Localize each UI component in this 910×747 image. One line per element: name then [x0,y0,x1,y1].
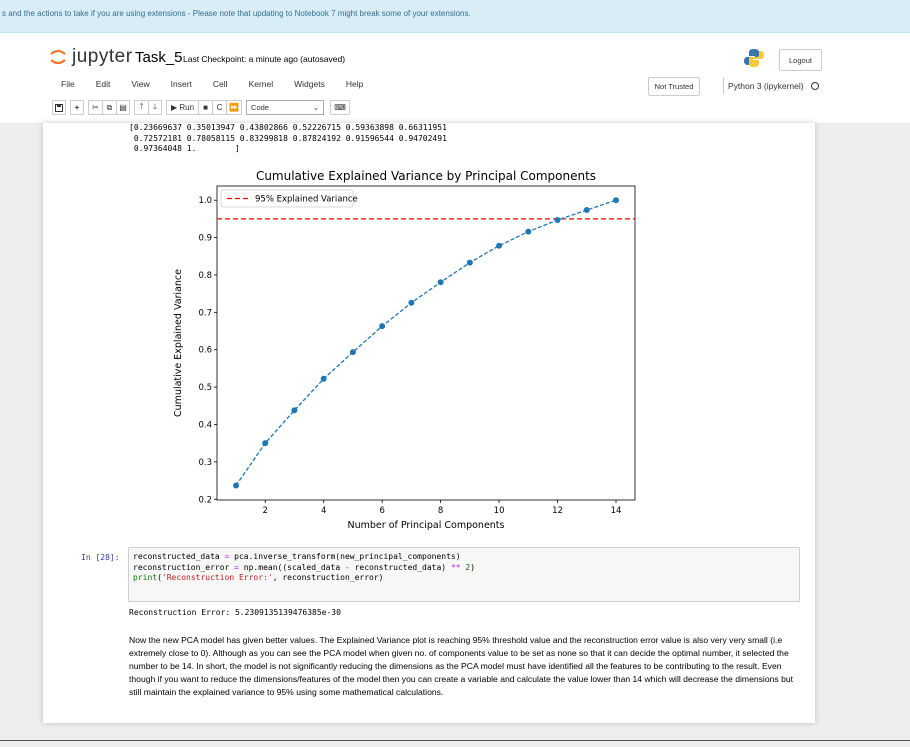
menu-insert[interactable]: Insert [170,79,192,89]
chevron-down-icon: ⌄ [312,103,320,112]
x-tick-label: 10 [494,506,505,516]
keyboard-icon[interactable]: ⌨ [330,100,351,115]
code-token: ** [450,562,461,572]
data-point [408,299,415,306]
y-tick-label: 0.6 [198,346,212,356]
paste-icon[interactable]: ▤ [116,100,130,115]
menu-help[interactable]: Help [345,79,364,89]
explained-variance-chart: Cumulative Explained Variance by Princip… [173,169,636,531]
y-axis-label: Cumulative Explained Variance [173,269,184,417]
python-logo-icon [744,48,764,73]
jupyter-logo[interactable]: jupyter [48,46,133,68]
code-token: - [344,562,350,572]
x-tick-label: 2 [263,506,268,516]
kernel-name: Python 3 (ipykernel) [728,80,804,91]
legend-label: 95% Explained Variance [255,195,358,205]
menu-edit[interactable]: Edit [95,79,111,89]
chart-title: Cumulative Explained Variance by Princip… [256,169,596,183]
cell-prompt: In [28]: [81,553,120,562]
code-token: = [224,552,230,561]
x-tick-label: 8 [438,506,443,516]
code-token: print [133,573,158,582]
jupyter-logo-icon [50,49,66,65]
plot-frame [216,185,636,501]
code-token: , reconstruction_error) [272,573,384,582]
data-point [291,407,298,414]
y-tick-label: 0.4 [198,420,212,430]
kernel-status-icon [810,81,819,90]
code-token: 'Reconstruction Error:' [161,573,273,582]
restart-icon[interactable]: C [212,100,227,115]
code-token: pca.inverse_transform(new_principal_comp… [229,552,461,561]
code-token: ) [470,562,476,572]
data-point [320,375,327,382]
kernel-indicator[interactable]: Python 3 (ipykernel) [723,77,819,94]
y-tick-label: 0.9 [198,234,212,244]
menu-view[interactable]: View [131,79,150,89]
x-tick-label: 6 [379,506,384,516]
x-tick-label: 12 [552,506,563,516]
save-icon[interactable] [52,100,66,115]
code-token: np.mean((scaled_data [238,562,345,572]
data-point [233,482,239,489]
copy-icon[interactable]: ⧉ [102,100,116,115]
code-token: reconstruction_error [133,562,235,572]
y-tick-label: 0.7 [198,308,212,318]
x-tick-label: 14 [611,506,622,516]
move-down-icon[interactable]: 🡓 [148,100,162,115]
reconstruction-output: Reconstruction Error: 5.2309135139476385… [129,608,341,617]
logout-button[interactable]: Logout [779,49,822,71]
code-token: ( [157,573,162,582]
not-trusted-button[interactable]: Not Trusted [648,77,700,96]
y-tick-label: 0.2 [198,495,212,505]
notebook-container: [0.23669637 0.35013947 0.43802866 0.5222… [43,123,815,723]
y-tick-label: 0.5 [198,383,212,393]
data-point [262,440,269,447]
data-point [349,349,356,356]
bottom-divider [0,740,910,741]
cut-icon[interactable]: ✂ [88,100,102,115]
run-button[interactable]: ▶ Run [166,100,199,115]
data-point [466,259,473,266]
data-point [496,242,503,249]
data-point [613,197,619,204]
data-point [379,323,386,330]
notebook-title[interactable]: Task_5 [135,49,183,66]
series-line [235,199,617,486]
array-output: [0.23669637 0.35013947 0.43802866 0.5222… [129,123,447,153]
cell-type-value: Code [251,103,269,112]
y-tick-label: 0.3 [198,458,212,468]
menu-kernel[interactable]: Kernel [248,79,274,89]
code-token: 2 [465,562,471,572]
menu-cell[interactable]: Cell [212,79,228,89]
code-token: reconstructed_data) [349,562,451,572]
data-point [437,279,444,286]
code-cell-editor[interactable]: reconstructed_data = pca.inverse_transfo… [128,547,800,602]
code-token: = [234,562,239,572]
menu-widgets[interactable]: Widgets [294,79,325,89]
data-point [583,207,590,214]
insert-cell-icon[interactable]: + [70,100,84,115]
y-tick-label: 1.0 [198,196,212,206]
logo-text: jupyter [72,46,133,67]
code-token: reconstructed_data [133,552,225,561]
restart-run-all-icon[interactable]: ⏩ [226,100,243,115]
legend-box [220,189,354,208]
menu-bar: File Edit View Insert Cell Kernel Widget… [61,79,384,89]
toolbar: + ✂ ⧉ ▤ 🡑 🡓 ▶ Run ■ C ⏩ Code ⌄ ⌨ [52,100,354,115]
notification-banner: s and the actions to take if you are usi… [0,0,910,33]
y-tick-label: 0.8 [198,271,212,281]
x-axis-label: Number of Principal Components [348,520,505,531]
data-point [554,217,561,224]
interrupt-icon[interactable]: ■ [198,100,213,115]
notebook-header: jupyter Task_5 Last Checkpoint: a minute… [0,33,910,124]
cell-type-select[interactable]: Code ⌄ [246,100,325,115]
x-tick-label: 4 [321,506,326,516]
menu-file[interactable]: File [61,79,75,89]
run-label: Run [179,103,195,112]
move-up-icon[interactable]: 🡑 [134,100,148,115]
data-point [525,228,532,235]
markdown-cell[interactable]: Now the new PCA model has given better v… [129,635,794,697]
checkpoint-status: Last Checkpoint: a minute ago (autosaved… [183,54,346,64]
